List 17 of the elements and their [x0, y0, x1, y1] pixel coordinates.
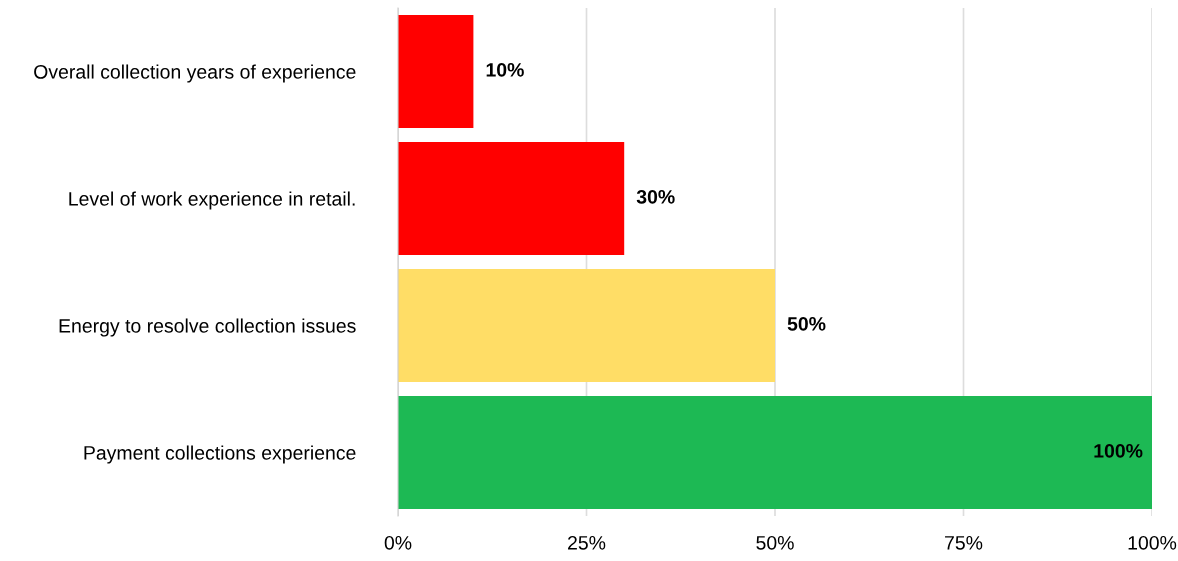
data-label: 30%: [636, 189, 675, 204]
x-tick-label: 25%: [568, 535, 606, 550]
y-tick-label: Overall collection years of experience: [34, 64, 356, 83]
bar: [398, 141, 625, 256]
bar: [398, 395, 1152, 510]
data-label: 100%: [1094, 443, 1143, 458]
data-label: 50%: [787, 316, 826, 331]
x-tick-label: 50%: [756, 535, 794, 550]
x-tick-label: 100%: [1128, 535, 1177, 550]
x-tick-label: 0%: [384, 535, 412, 550]
data-label: 10%: [486, 62, 524, 77]
bar: [398, 14, 474, 129]
x-tick-label: 75%: [945, 536, 983, 550]
y-tick-label: Energy to resolve collection issues: [59, 318, 356, 337]
y-tick-label: Level of work experience in retail.: [69, 191, 355, 210]
y-tick-label: Payment collections experience: [84, 445, 356, 464]
bar: [398, 268, 775, 383]
